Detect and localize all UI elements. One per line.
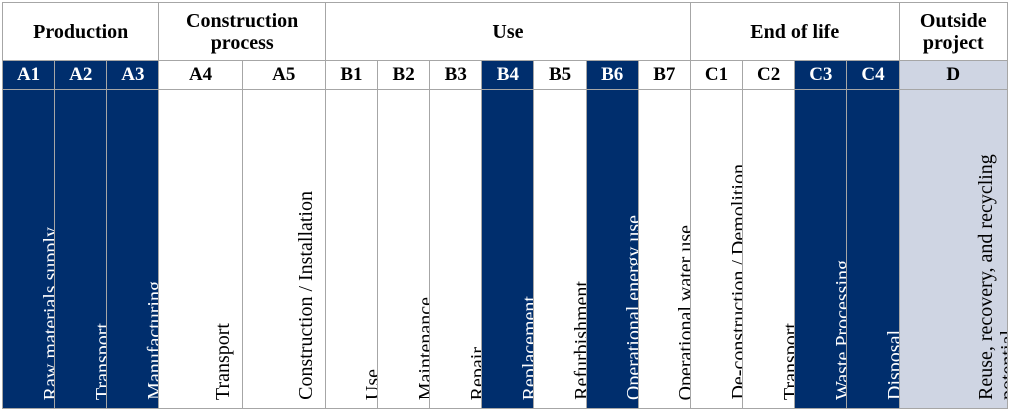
module-cell-c4: Disposal: [846, 89, 900, 409]
module-code-b7: B7: [637, 60, 691, 90]
module-cell-a4: Transport: [158, 89, 243, 409]
module-description-a2: Transport: [91, 322, 107, 400]
stage-header-construction: Construction process: [158, 2, 326, 61]
module-description-b4: Replacement: [518, 295, 534, 400]
module-code-c4: C4: [846, 60, 900, 90]
module-cell-b6: Operational energy use: [585, 89, 639, 409]
module-description-b7: Operational water use: [675, 224, 691, 400]
module-description-c2: Transport: [779, 322, 795, 400]
module-code-a1: A1: [1, 60, 56, 90]
module-code-c2: C2: [742, 60, 796, 90]
stage-header-use: Use: [324, 2, 691, 61]
module-description-b3: Repair: [466, 346, 482, 400]
module-code-c1: C1: [689, 60, 744, 90]
stage-header-outside-project: Outside project: [898, 2, 1009, 61]
module-code-a5: A5: [241, 60, 326, 90]
module-code-b5: B5: [533, 60, 587, 90]
module-code-a3: A3: [106, 60, 160, 90]
module-code-row: A1 A2 A3 A4 A5 B1 B2 B3 B4 B5 B6 B7 C1 C2 C3 C4 D: [1, 60, 1009, 90]
module-description-b6: Operational energy use: [623, 214, 639, 400]
module-cell-a2: Transport: [54, 89, 108, 409]
module-cell-a5: Construction / Installation: [241, 89, 326, 409]
module-cell-b4: Replacement: [481, 89, 535, 409]
module-code-b3: B3: [429, 60, 483, 90]
module-description-b5: Refurbishment: [571, 281, 587, 400]
module-cell-c2: Transport: [742, 89, 796, 409]
module-cell-c1: De-construction / Demolition: [689, 89, 744, 409]
module-code-b6: B6: [585, 60, 639, 90]
module-code-b1: B1: [324, 60, 379, 90]
stage-header-end-of-life: End of life: [689, 2, 900, 61]
module-description-a5: Construction / Installation: [294, 191, 317, 400]
module-cell-c3: Waste Processing: [794, 89, 848, 409]
module-description-c1: De-construction / Demolition: [727, 164, 743, 400]
module-code-b2: B2: [377, 60, 431, 90]
module-description-row: Raw materials supply Transport Manufacturi…: [1, 89, 1009, 409]
module-cell-b7: Operational water use: [637, 89, 691, 409]
module-cell-b2: Maintenance: [377, 89, 431, 409]
module-code-c3: C3: [794, 60, 848, 90]
module-cell-d: Reuse, recovery, and recycling potential: [898, 89, 1009, 409]
module-code-d: D: [898, 60, 1009, 90]
module-description-b2: Maintenance: [414, 296, 430, 400]
module-code-a2: A2: [54, 60, 108, 90]
module-cell-b3: Repair: [429, 89, 483, 409]
module-cell-a3: Manufacturing: [106, 89, 160, 409]
lca-module-table: Production Construction process Use End …: [1, 2, 1009, 409]
module-cell-b5: Refurbishment: [533, 89, 587, 409]
module-description-c4: Disposal: [883, 330, 900, 400]
module-code-b4: B4: [481, 60, 535, 90]
module-description-d: Reuse, recovery, and recycling potential: [975, 154, 1008, 400]
module-code-a4: A4: [158, 60, 243, 90]
module-description-b1: Use: [362, 368, 378, 400]
stage-header-production: Production: [1, 2, 160, 61]
module-description-a4: Transport: [211, 322, 234, 400]
module-cell-a1: Raw materials supply: [1, 89, 56, 409]
module-cell-b1: Use: [324, 89, 379, 409]
module-description-a1: Raw materials supply: [39, 226, 55, 400]
module-description-c3: Waste Processing: [831, 259, 847, 400]
stage-header-row: Production Construction process Use End …: [1, 2, 1009, 61]
module-description-a3: Manufacturing: [143, 281, 159, 400]
